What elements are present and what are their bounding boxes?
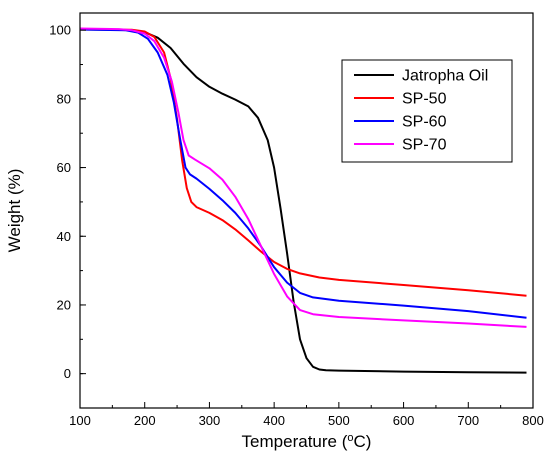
legend-label-2: SP-50: [402, 91, 447, 108]
x-tick-label: 500: [328, 413, 350, 428]
x-tick-label: 200: [134, 413, 156, 428]
plot-area: [79, 27, 527, 374]
y-tick-label: 60: [57, 160, 71, 175]
legend-label-3: SP-60: [402, 114, 447, 131]
x-tick-label: 800: [522, 413, 544, 428]
y-tick-label: 0: [64, 366, 71, 381]
series-line-2: [79, 28, 527, 297]
x-tick-label: 100: [69, 413, 91, 428]
y-tick-label: 80: [57, 91, 71, 106]
x-tick-label: 400: [263, 413, 285, 428]
y-tick-label: 100: [49, 23, 71, 38]
legend-label-1: Jatropha Oil: [402, 68, 488, 85]
x-tick-label: 300: [199, 413, 221, 428]
legend-label-4: SP-70: [402, 137, 447, 154]
y-tick-label: 20: [57, 297, 71, 312]
y-tick-label: 40: [57, 229, 71, 244]
series-line-4: [79, 27, 527, 328]
series-line-1: [79, 28, 527, 374]
axis-ticks: 100 200 300 400 500 600 700 800 0 20 40 60 80 100: [49, 23, 544, 428]
x-tick-label: 700: [457, 413, 479, 428]
y-axis-label: Weight (%): [5, 169, 24, 253]
x-tick-label: 600: [393, 413, 415, 428]
x-axis-label: Temperature (oC): [242, 432, 372, 451]
series-line-3: [79, 28, 527, 319]
legend: Jatropha Oil SP-50 SP-60 SP-70: [341, 59, 513, 163]
